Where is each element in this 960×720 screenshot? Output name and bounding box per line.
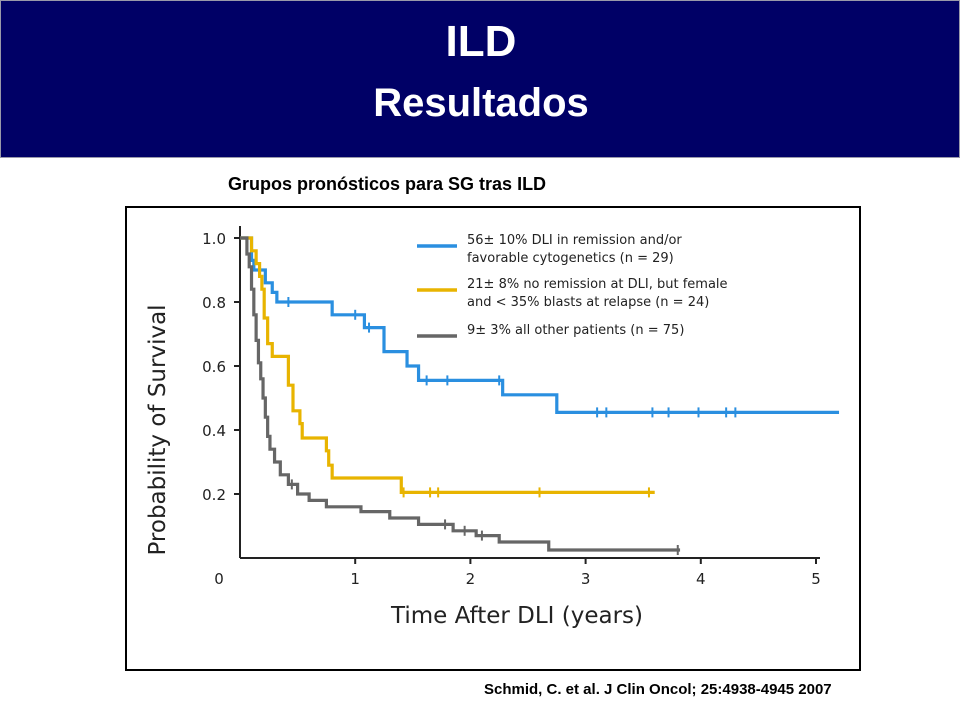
survival-chart: 0.2 0.4 0.6 0.8 1.0 0 1 2 3 4 5 56± 10% DLI in rem… — [145, 226, 840, 629]
legend-label-line2: and < 35% blasts at relapse (n = 24) — [467, 295, 709, 310]
x-axis-label: Time After DLI (years) — [390, 603, 643, 629]
legend-group: 56± 10% DLI in remission and/or favorable… — [417, 233, 728, 338]
y-tick-label: 0.4 — [202, 422, 226, 440]
y-tick-label: 0.6 — [202, 358, 226, 376]
citation-text: Schmid, C. et al. J Clin Oncol; 25:4938-… — [484, 681, 832, 698]
slide-subtitle: Resultados — [373, 81, 589, 125]
x-tick-label: 3 — [581, 570, 591, 588]
y-tick-label: 0.8 — [202, 294, 226, 312]
series-line — [240, 236, 840, 414]
series-1 — [240, 236, 840, 418]
chart-frame: 0.2 0.4 0.6 0.8 1.0 0 1 2 3 4 5 56± 10% DLI in rem… — [125, 206, 861, 671]
y-tick-label: 1.0 — [202, 230, 226, 248]
series-2 — [240, 236, 655, 498]
y-tick-label: 0.2 — [202, 486, 226, 504]
series-line — [240, 236, 681, 552]
slide-title: ILD — [445, 17, 517, 66]
x-tick-label: 0 — [214, 570, 224, 588]
y-axis-label: Probability of Survival — [145, 304, 171, 555]
axes-group: 0.2 0.4 0.6 0.8 1.0 0 1 2 3 4 5 — [202, 226, 821, 588]
legend-label-line2: favorable cytogenetics (n = 29) — [467, 251, 674, 266]
x-tick-label: 1 — [350, 570, 360, 588]
legend-label: 21± 8% no remission at DLI, but female — [467, 277, 728, 292]
legend-label: 9± 3% all other patients (n = 75) — [467, 323, 684, 338]
title-banner: ILD Resultados — [0, 0, 960, 158]
x-tick-label: 2 — [466, 570, 476, 588]
chart-heading: Grupos pronósticos para SG tras ILD — [228, 174, 547, 194]
series-group — [240, 236, 840, 555]
x-tick-label: 4 — [696, 570, 706, 588]
series-line — [240, 236, 655, 494]
legend-label: 56± 10% DLI in remission and/or — [467, 233, 682, 248]
series-3 — [240, 236, 681, 555]
x-tick-label: 5 — [811, 570, 821, 588]
